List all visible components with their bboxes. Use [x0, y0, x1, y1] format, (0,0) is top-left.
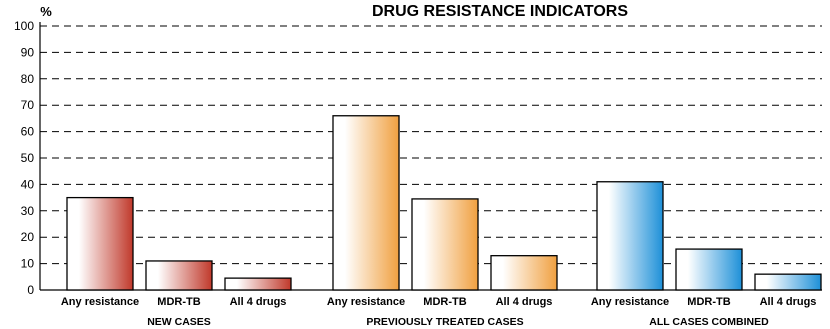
y-tick-label: 50 [21, 151, 35, 165]
y-tick-label: 70 [21, 98, 35, 112]
bars [66, 115, 822, 291]
y-tick-label: 80 [21, 72, 35, 86]
x-tick-label: MDR-TB [423, 296, 466, 308]
bar [66, 196, 134, 291]
bar [224, 277, 292, 291]
x-tick-label: Any resistance [327, 296, 405, 308]
y-tick-label: 20 [21, 230, 35, 244]
y-tick-label: 0 [27, 283, 34, 297]
group-label: PREVIOUSLY TREATED CASES [366, 316, 523, 328]
bar [675, 248, 743, 291]
chart-title: DRUG RESISTANCE INDICATORS [372, 3, 628, 20]
group-label: NEW CASES [147, 316, 211, 328]
x-tick-label: All 4 drugs [760, 296, 817, 308]
y-tick-label: 30 [21, 204, 35, 218]
x-tick-label: Any resistance [61, 296, 139, 308]
x-tick-label: All 4 drugs [230, 296, 287, 308]
labels: 0 10 20 30 40 50 60 70 80 90 100 Any resistance MDR-… [14, 19, 816, 328]
x-tick-label: Any resistance [591, 296, 669, 308]
bar [145, 260, 213, 291]
y-tick-label: 10 [21, 257, 35, 271]
y-tick-label: 90 [21, 45, 35, 59]
x-tick-label: MDR-TB [687, 296, 730, 308]
x-tick-label: MDR-TB [157, 296, 200, 308]
x-tick-label: All 4 drugs [496, 296, 553, 308]
bar [332, 115, 400, 291]
bar [754, 273, 822, 291]
grid-lines [40, 25, 822, 265]
bar [596, 181, 664, 291]
y-tick-label: 40 [21, 177, 35, 191]
y-tick-label: 60 [21, 125, 35, 139]
bar [490, 255, 558, 291]
bar [411, 198, 479, 291]
group-label: ALL CASES COMBINED [649, 316, 769, 328]
y-tick-label: 100 [14, 19, 34, 33]
y-axis-unit: % [40, 4, 52, 19]
